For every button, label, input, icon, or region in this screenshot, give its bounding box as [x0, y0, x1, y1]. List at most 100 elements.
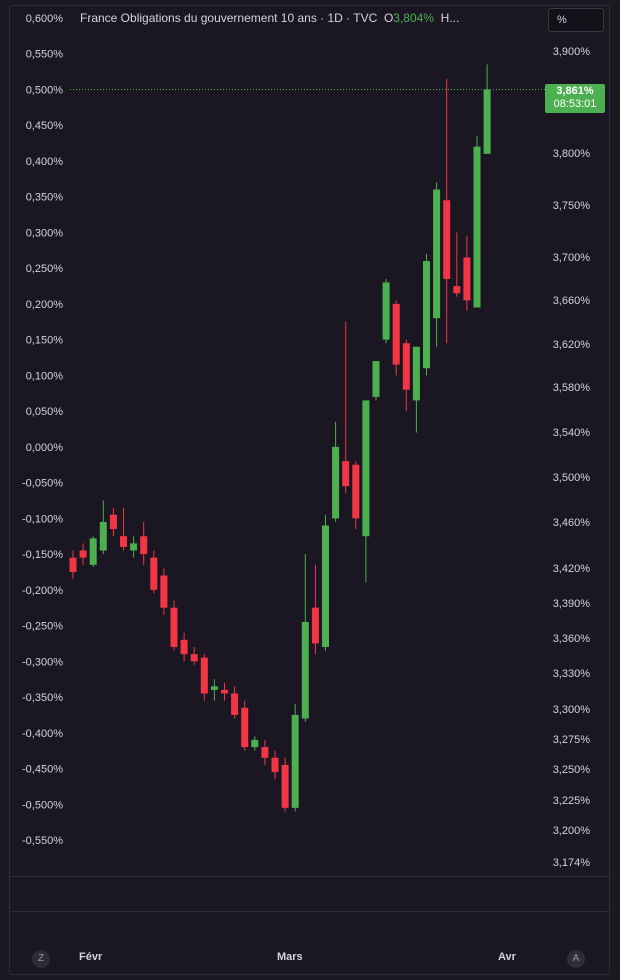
left-tick-label: -0,250% [22, 621, 63, 633]
candle-body [362, 400, 370, 537]
left-tick-label: -0,350% [22, 692, 63, 704]
left-tick-label: -0,100% [22, 513, 63, 525]
candle [150, 550, 158, 594]
legend-more[interactable]: H... [440, 11, 460, 25]
left-price-axis[interactable]: 0,600% 0,550% 0,500% 0,450% 0,400% 0,350% 0,30… [22, 13, 63, 847]
candle [210, 679, 218, 701]
left-tick-label: -0,500% [22, 799, 63, 811]
right-tick-label: 3,275% [553, 734, 591, 746]
left-tick-label: -0,200% [22, 585, 63, 597]
candle-body [271, 757, 279, 773]
right-tick-label: 3,300% [553, 704, 591, 716]
candle [261, 739, 269, 765]
chart-frame [9, 5, 610, 975]
candle [332, 421, 340, 522]
left-tick-label: 0,150% [26, 335, 64, 347]
left-tick-label: -0,400% [22, 728, 63, 740]
right-price-axis[interactable]: 3,900% 3,800% 3,750% 3,700% 3,660% 3,620% 3,58… [553, 46, 591, 869]
candle-body [130, 543, 138, 551]
candle [120, 507, 127, 551]
candle [281, 757, 289, 812]
candle-body [180, 639, 188, 655]
candle [342, 321, 350, 494]
left-tick-label: -0,550% [22, 835, 63, 847]
candle [69, 550, 77, 580]
candle [200, 654, 208, 701]
candle [231, 686, 239, 719]
right-tick-label: 3,900% [553, 46, 591, 58]
candle [412, 346, 420, 433]
left-tick-label: 0,200% [26, 299, 64, 311]
right-tick-label: 3,390% [553, 598, 591, 610]
candle-body [382, 282, 390, 340]
candle [372, 361, 380, 401]
left-tick-label: -0,450% [22, 764, 63, 776]
candle-body [120, 536, 127, 547]
candle-body [412, 346, 420, 401]
pane-divider [10, 911, 609, 912]
candle-body [402, 343, 410, 390]
left-tick-label: -0,050% [22, 478, 63, 490]
right-tick-label: 3,750% [553, 200, 591, 212]
last-price-tag: 3,861% 08:53:01 [545, 84, 605, 113]
candle [291, 704, 299, 812]
left-tick-label: 0,100% [26, 370, 64, 382]
left-tick-label: 0,250% [26, 263, 64, 275]
right-tick-label: 3,330% [553, 668, 591, 680]
left-tick-label: 0,350% [26, 192, 64, 204]
left-tick-label: 0,400% [26, 156, 64, 168]
candle [99, 500, 107, 555]
candle-body [170, 607, 178, 648]
right-tick-label: 3,460% [553, 517, 591, 529]
left-tick-label: 0,600% [26, 13, 64, 25]
candle-body [322, 525, 329, 648]
right-tick-label: 3,225% [553, 795, 591, 807]
legend-title: France Obligations du gouvernement 10 an… [80, 11, 378, 25]
candle [251, 736, 259, 751]
zoom-button[interactable]: Z [32, 950, 50, 968]
candle-body [473, 146, 481, 308]
candle [190, 647, 198, 665]
countdown-timer: 08:53:01 [553, 98, 597, 110]
last-price-value: 3,861% [556, 85, 594, 97]
right-tick-label: 3,174% [553, 857, 591, 869]
candle [433, 182, 441, 347]
right-tick-label: 3,540% [553, 427, 591, 439]
candle-body [89, 538, 97, 565]
left-tick-label: 0,450% [26, 120, 64, 132]
right-tick-label: 3,580% [553, 382, 591, 394]
auto-scale-button[interactable]: A [567, 950, 585, 968]
candle [453, 232, 461, 297]
candle [130, 536, 138, 558]
candle-body [160, 575, 168, 608]
candle [311, 564, 319, 655]
right-tick-label: 3,420% [553, 563, 591, 575]
candle-body [392, 303, 400, 365]
left-tick-label: 0,300% [26, 227, 64, 239]
candle-body [210, 686, 218, 690]
candle [402, 339, 410, 412]
left-tick-label: 0,000% [26, 442, 64, 454]
candle-body [200, 657, 208, 694]
candle [423, 253, 430, 376]
left-tick-label: -0,300% [22, 656, 63, 668]
candle-body [109, 514, 117, 530]
left-tick-label: 0,500% [26, 84, 64, 96]
candle-body [251, 739, 259, 748]
percent-unit-button[interactable]: % [548, 8, 604, 32]
candle [463, 236, 471, 312]
candle [241, 700, 249, 751]
candle-body [453, 286, 461, 294]
candle [180, 632, 188, 662]
candle [483, 64, 491, 154]
candle [109, 507, 117, 537]
right-tick-label: 3,700% [553, 252, 591, 264]
candle-body [443, 200, 451, 279]
right-tick-label: 3,250% [553, 764, 591, 776]
candle [271, 750, 279, 780]
candle-series [69, 64, 491, 812]
candle [362, 400, 370, 583]
candle [322, 514, 329, 651]
candle-body [372, 361, 380, 397]
